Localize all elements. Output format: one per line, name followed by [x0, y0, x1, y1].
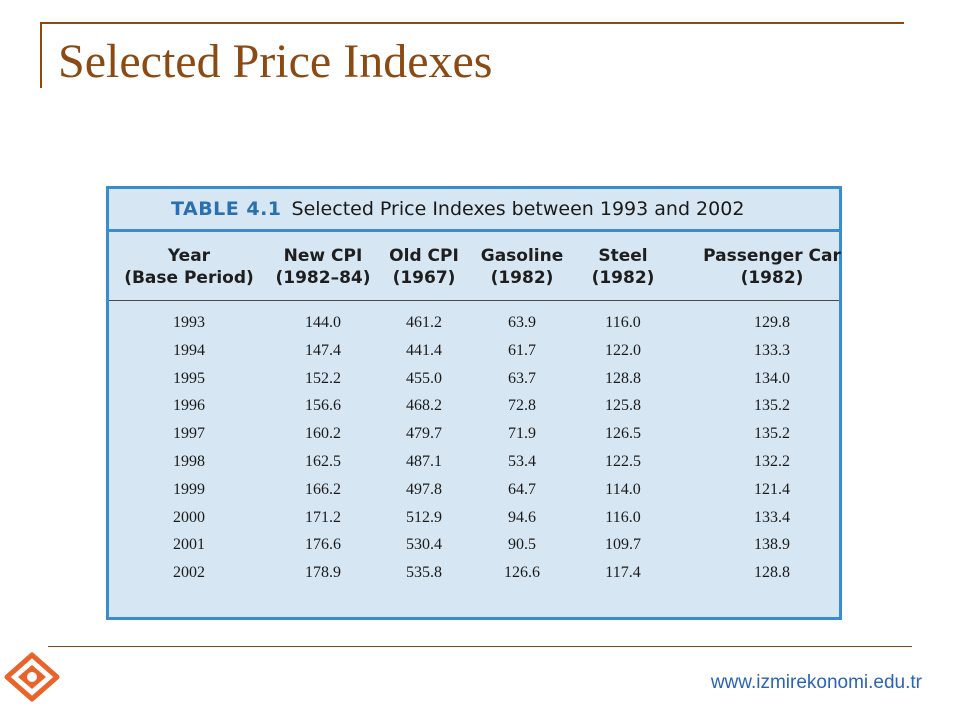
column-header-steel: Steel (1982): [583, 245, 663, 289]
table-cell-steel: 125.8: [605, 397, 641, 415]
table-cell-new-cpi: 176.6: [305, 536, 341, 554]
column-header-line1: Old CPI: [389, 246, 459, 266]
table-cell-passenger-car: 138.9: [754, 536, 790, 554]
table-cell-year: 1993: [173, 314, 205, 331]
table-cell-year: 1996: [173, 397, 205, 415]
price-index-table: TABLE 4.1 Selected Price Indexes between…: [106, 186, 842, 620]
bottom-border-rule: [48, 646, 912, 647]
table-cell-old-cpi: 455.0: [406, 369, 442, 387]
table-cell-old-cpi: 461.2: [406, 314, 442, 331]
column-header-line2: (Base Period): [124, 268, 254, 288]
column-header-line1: Gasoline: [480, 246, 564, 266]
column-header-line1: Steel: [598, 246, 648, 266]
table-cell-old-cpi: 512.9: [406, 508, 442, 526]
column-header-line1: New CPI: [283, 246, 363, 266]
table-cell-passenger-car: 133.4: [754, 508, 790, 526]
left-border-rule: [40, 22, 42, 88]
column-header-line2: (1982): [490, 268, 554, 288]
table-cell-gasoline: 63.7: [508, 369, 536, 387]
table-cell-passenger-car: 128.8: [754, 564, 790, 582]
table-cell-steel: 114.0: [605, 480, 641, 498]
table-cell-steel: 116.0: [605, 314, 641, 331]
table-row: 1995 152.2 455.0 63.7 128.8 134.0: [109, 365, 839, 393]
table-cell-year: 1998: [173, 453, 205, 470]
table-cell-gasoline: 71.9: [508, 425, 536, 443]
table-cell-passenger-car: 135.2: [754, 425, 790, 443]
slide-title: Selected Price Indexes: [58, 35, 493, 88]
table-cell-year: 1994: [173, 341, 205, 359]
table-cell-steel: 126.5: [605, 425, 641, 443]
table-cell-passenger-car: 121.4: [754, 480, 790, 498]
table-header-row: Year (Base Period) New CPI (1982–84) Old CPI…: [109, 235, 841, 301]
table-cell-new-cpi: 152.2: [305, 369, 341, 387]
table-row: 1999 166.2 497.8 64.7 114.0 121.4: [109, 476, 839, 504]
table-cell-passenger-car: 134.0: [754, 369, 790, 387]
column-header-line1: Passenger Car: [703, 246, 841, 266]
column-header-gasoline: Gasoline (1982): [467, 245, 577, 289]
column-header-line2: (1967): [392, 268, 456, 288]
table-cell-old-cpi: 497.8: [406, 480, 442, 498]
table-cell-old-cpi: 468.2: [406, 397, 442, 415]
table-cell-passenger-car: 135.2: [754, 397, 790, 415]
table-row: 1993 144.0 461.2 63.9 116.0 129.8: [109, 309, 839, 337]
table-row: 2002 178.9 535.8 126.6 117.4 128.8: [109, 559, 839, 587]
table-cell-gasoline: 90.5: [508, 536, 536, 554]
table-cell-old-cpi: 535.8: [406, 564, 442, 582]
table-row: 2001 176.6 530.4 90.5 109.7 138.9: [109, 531, 839, 559]
table-cell-year: 2001: [173, 536, 205, 554]
table-cell-gasoline: 72.8: [508, 397, 536, 415]
table-cell-gasoline: 53.4: [508, 453, 536, 470]
table-cell-new-cpi: 166.2: [305, 480, 341, 498]
table-cell-gasoline: 61.7: [508, 341, 536, 359]
table-caption-text: Selected Price Indexes between 1993 and …: [291, 198, 745, 220]
table-cell-new-cpi: 147.4: [305, 341, 341, 359]
table-cell-new-cpi: 171.2: [305, 508, 341, 526]
table-cell-gasoline: 94.6: [508, 508, 536, 526]
table-cell-passenger-car: 129.8: [754, 314, 790, 331]
column-header-line1: Year: [167, 246, 211, 266]
table-cell-new-cpi: 156.6: [305, 397, 341, 415]
column-header-passenger-car: Passenger Car (1982): [692, 245, 852, 289]
table-cell-year: 2000: [173, 508, 205, 526]
footer-website-url: www.izmirekonomi.edu.tr: [710, 672, 922, 693]
table-cell-passenger-car: 132.2: [754, 453, 790, 470]
column-header-line2: (1982): [740, 268, 804, 288]
table-cell-gasoline: 126.6: [504, 564, 540, 582]
table-cell-old-cpi: 441.4: [406, 341, 442, 359]
table-cell-new-cpi: 144.0: [305, 314, 341, 331]
column-header-year: Year (Base Period): [114, 245, 264, 289]
table-row: 1996 156.6 468.2 72.8 125.8 135.2: [109, 392, 839, 420]
column-header-line2: (1982): [591, 268, 655, 288]
table-cell-year: 1995: [173, 369, 205, 387]
column-header-line2: (1982–84): [275, 268, 371, 288]
table-cell-passenger-car: 133.3: [754, 341, 790, 359]
table-cell-new-cpi: 162.5: [305, 453, 341, 470]
table-cell-steel: 122.0: [605, 341, 641, 359]
table-cell-steel: 109.7: [605, 536, 641, 554]
table-row: 1997 160.2 479.7 71.9 126.5 135.2: [109, 420, 839, 448]
column-header-old-cpi: Old CPI (1967): [379, 245, 469, 289]
table-cell-year: 1997: [173, 425, 205, 443]
table-cell-steel: 116.0: [605, 508, 641, 526]
izmir-ekonomi-logo-icon: [4, 652, 60, 702]
table-cell-old-cpi: 530.4: [406, 536, 442, 554]
table-cell-new-cpi: 160.2: [305, 425, 341, 443]
table-cell-old-cpi: 487.1: [406, 453, 442, 470]
table-cell-year: 1999: [173, 480, 205, 498]
table-caption: TABLE 4.1 Selected Price Indexes between…: [109, 189, 839, 232]
table-caption-label: TABLE 4.1: [171, 198, 282, 220]
table-cell-new-cpi: 178.9: [305, 564, 341, 582]
table-row: 2000 171.2 512.9 94.6 116.0 133.4: [109, 504, 839, 532]
table-row: 1998 162.5 487.1 53.4 122.5 132.2: [109, 448, 839, 476]
table-cell-gasoline: 63.9: [508, 314, 536, 331]
table-cell-gasoline: 64.7: [508, 480, 536, 498]
table-cell-year: 2002: [173, 564, 205, 582]
table-row: 1994 147.4 441.4 61.7 122.0 133.3: [109, 337, 839, 365]
column-header-new-cpi: New CPI (1982–84): [263, 245, 383, 289]
table-cell-steel: 117.4: [605, 564, 641, 582]
table-cell-steel: 128.8: [605, 369, 641, 387]
top-border-rule: [40, 22, 904, 24]
table-cell-steel: 122.5: [605, 453, 641, 470]
table-cell-old-cpi: 479.7: [406, 425, 442, 443]
